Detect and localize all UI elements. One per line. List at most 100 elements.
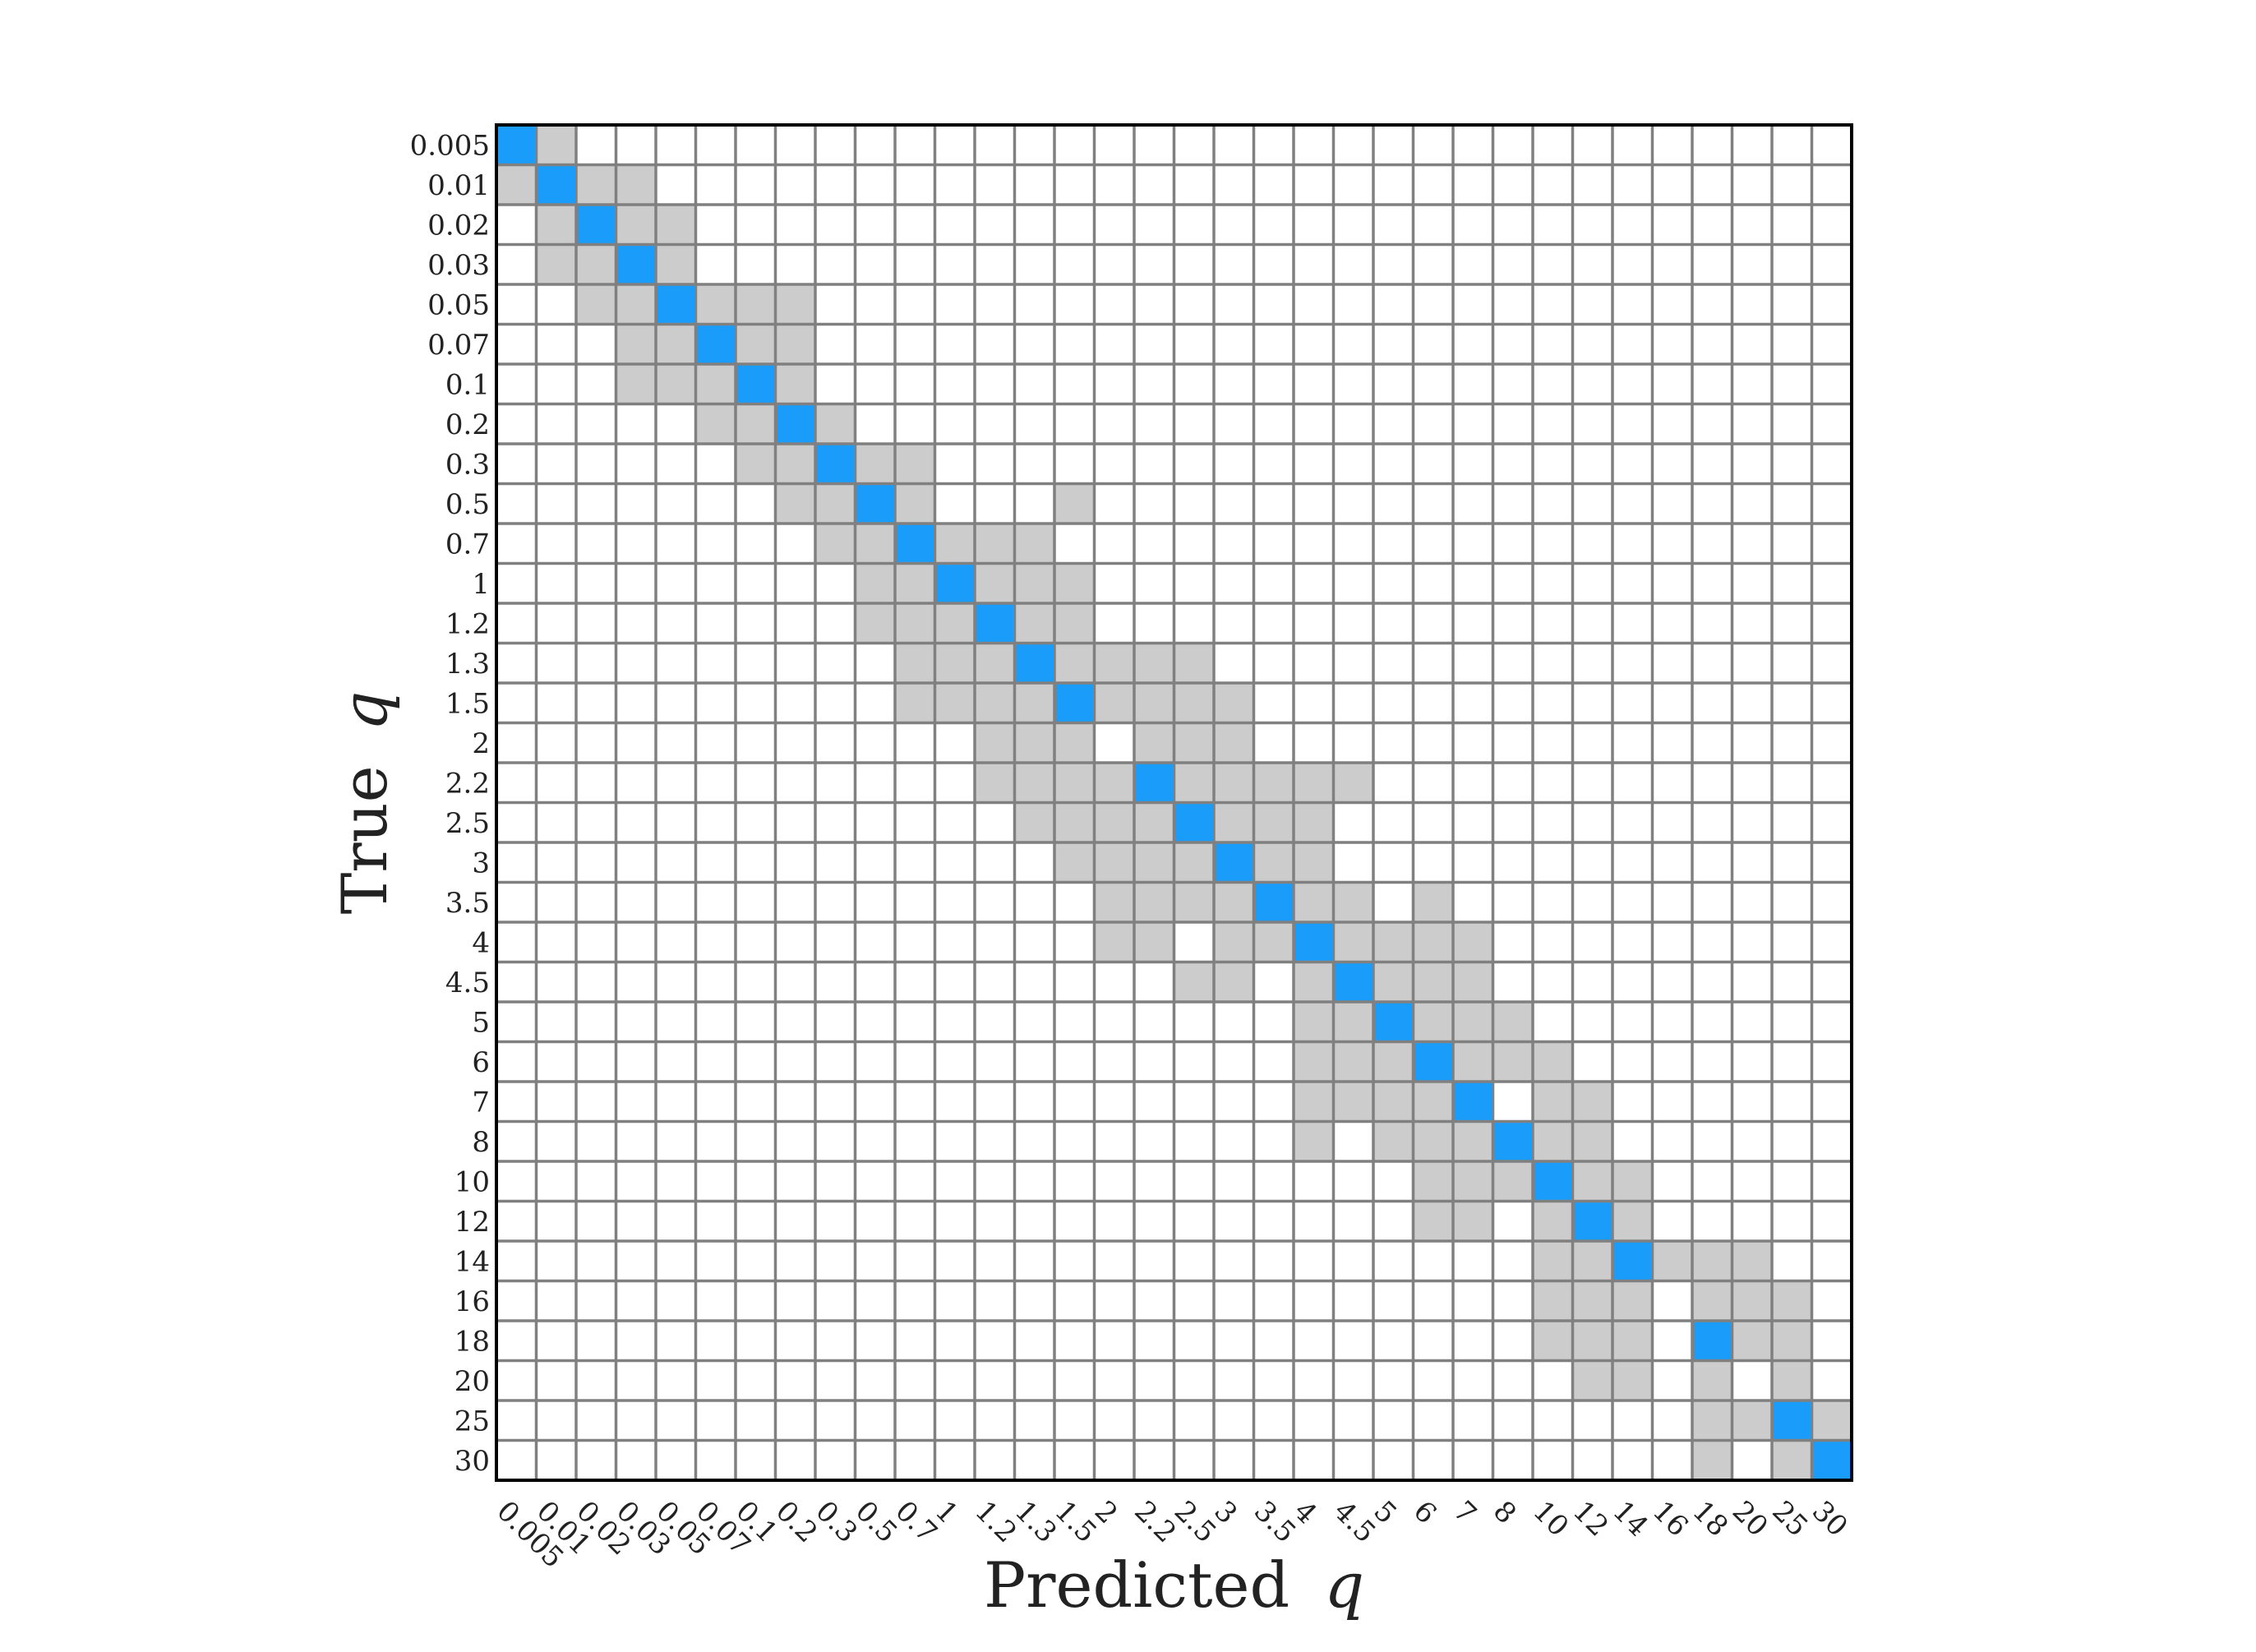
off-diagonal-cell xyxy=(656,324,696,364)
off-diagonal-cell xyxy=(1572,1161,1612,1202)
off-diagonal-cell xyxy=(736,284,776,325)
off-diagonal-cell xyxy=(1294,1121,1334,1161)
off-diagonal-cell xyxy=(975,763,1015,803)
y-tick-label: 0.3 xyxy=(445,448,490,481)
off-diagonal-cell xyxy=(1612,1360,1653,1401)
y-tick-label: 0.5 xyxy=(445,488,490,521)
off-diagonal-cell xyxy=(1533,1241,1573,1281)
y-tick-label: 20 xyxy=(454,1365,490,1398)
off-diagonal-cell xyxy=(616,324,656,364)
y-tick-label: 0.07 xyxy=(427,329,490,362)
off-diagonal-cell xyxy=(1612,1161,1653,1202)
diagonal-cell xyxy=(1572,1201,1612,1241)
y-tick-label: 8 xyxy=(472,1126,490,1159)
off-diagonal-cell xyxy=(1174,882,1214,922)
diagonal-cell xyxy=(1214,842,1254,883)
diagonal-cell xyxy=(536,164,576,205)
off-diagonal-cell xyxy=(1094,922,1134,962)
off-diagonal-cell xyxy=(1094,802,1134,842)
y-tick-label: 10 xyxy=(454,1165,490,1198)
y-tick-label: 14 xyxy=(454,1245,490,1278)
y-tick-label: 3.5 xyxy=(445,887,490,920)
off-diagonal-cell xyxy=(1572,1082,1612,1122)
y-tick-label: 7 xyxy=(472,1086,490,1119)
diagonal-cell xyxy=(934,563,975,603)
off-diagonal-cell xyxy=(1294,842,1334,883)
off-diagonal-cell xyxy=(1214,763,1254,803)
y-tick-label: 4.5 xyxy=(445,967,490,999)
diagonal-cell xyxy=(496,125,537,165)
off-diagonal-cell xyxy=(775,284,815,325)
off-diagonal-cell xyxy=(1413,1121,1453,1161)
off-diagonal-cell xyxy=(1214,962,1254,1002)
off-diagonal-cell xyxy=(1772,1321,1812,1361)
off-diagonal-cell xyxy=(1692,1281,1732,1321)
y-tick-label: 0.02 xyxy=(427,209,490,242)
off-diagonal-cell xyxy=(496,164,537,205)
off-diagonal-cell xyxy=(1572,1360,1612,1401)
off-diagonal-cell xyxy=(1492,1161,1533,1202)
off-diagonal-cell xyxy=(1294,802,1334,842)
off-diagonal-cell xyxy=(1333,1002,1373,1042)
off-diagonal-cell xyxy=(975,722,1015,763)
off-diagonal-cell xyxy=(1533,1041,1573,1082)
diagonal-cell xyxy=(1333,962,1373,1002)
off-diagonal-cell xyxy=(1572,1241,1612,1281)
off-diagonal-cell xyxy=(1692,1440,1732,1480)
off-diagonal-cell xyxy=(1014,563,1054,603)
off-diagonal-cell xyxy=(1492,1002,1533,1042)
y-axis-symbol: q xyxy=(328,691,401,731)
off-diagonal-cell xyxy=(1453,962,1493,1002)
off-diagonal-cell xyxy=(1214,683,1254,723)
diagonal-cell xyxy=(1054,683,1095,723)
off-diagonal-cell xyxy=(736,444,776,484)
off-diagonal-cell xyxy=(1014,763,1054,803)
off-diagonal-cell xyxy=(815,483,856,524)
off-diagonal-cell xyxy=(855,563,895,603)
diagonal-cell xyxy=(815,444,856,484)
off-diagonal-cell xyxy=(895,483,935,524)
diagonal-cell xyxy=(1014,643,1054,683)
off-diagonal-cell xyxy=(1612,1281,1653,1321)
off-diagonal-cell xyxy=(656,364,696,404)
y-tick-label: 3 xyxy=(472,847,490,879)
off-diagonal-cell xyxy=(1094,683,1134,723)
off-diagonal-cell xyxy=(576,164,616,205)
off-diagonal-cell xyxy=(1214,922,1254,962)
off-diagonal-cell xyxy=(1413,1201,1453,1241)
off-diagonal-cell xyxy=(1174,962,1214,1002)
y-tick-label: 5 xyxy=(472,1006,490,1039)
off-diagonal-cell xyxy=(1054,563,1095,603)
diagonal-cell xyxy=(616,244,656,284)
off-diagonal-cell xyxy=(1094,643,1134,683)
y-tick-label: 0.7 xyxy=(445,528,490,561)
off-diagonal-cell xyxy=(1134,722,1174,763)
off-diagonal-cell xyxy=(1453,1002,1493,1042)
off-diagonal-cell xyxy=(1214,882,1254,922)
off-diagonal-cell xyxy=(536,244,576,284)
x-axis-label: Predicted q xyxy=(984,1548,1364,1622)
off-diagonal-cell xyxy=(975,524,1015,564)
off-diagonal-cell xyxy=(1413,1082,1453,1122)
off-diagonal-cell xyxy=(1294,962,1334,1002)
off-diagonal-cell xyxy=(895,683,935,723)
off-diagonal-cell xyxy=(1612,1201,1653,1241)
off-diagonal-cell xyxy=(895,603,935,644)
diagonal-cell xyxy=(695,324,736,364)
x-axis-label-text: Predicted xyxy=(984,1548,1289,1622)
off-diagonal-cell xyxy=(1692,1401,1732,1441)
off-diagonal-cell xyxy=(1413,1002,1453,1042)
off-diagonal-cell xyxy=(1333,922,1373,962)
diagonal-cell xyxy=(1692,1321,1732,1361)
off-diagonal-cell xyxy=(1014,683,1054,723)
off-diagonal-cell xyxy=(775,364,815,404)
off-diagonal-cell xyxy=(1612,1321,1653,1361)
off-diagonal-cell xyxy=(1294,763,1334,803)
off-diagonal-cell xyxy=(934,643,975,683)
off-diagonal-cell xyxy=(1253,842,1294,883)
off-diagonal-cell xyxy=(1014,524,1054,564)
off-diagonal-cell xyxy=(1373,962,1414,1002)
off-diagonal-cell xyxy=(576,244,616,284)
y-tick-label: 1.2 xyxy=(445,607,490,640)
matrix-grid xyxy=(496,125,1852,1480)
